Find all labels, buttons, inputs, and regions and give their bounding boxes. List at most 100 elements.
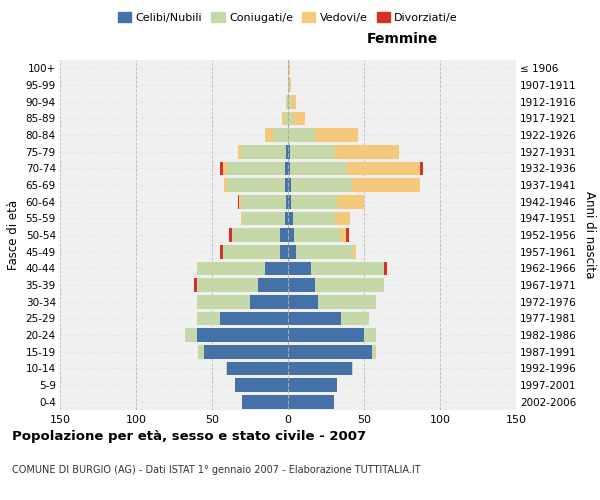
Bar bbox=[197, 312, 220, 325]
Bar bbox=[257, 278, 288, 292]
Bar bbox=[352, 362, 353, 375]
Bar bbox=[282, 112, 285, 125]
Bar bbox=[220, 312, 288, 325]
Bar bbox=[229, 228, 232, 242]
Bar bbox=[285, 112, 288, 125]
Bar bbox=[288, 295, 319, 308]
Bar bbox=[286, 145, 288, 158]
Bar bbox=[280, 245, 288, 258]
Bar bbox=[316, 128, 358, 142]
Bar bbox=[311, 262, 384, 275]
Bar bbox=[223, 162, 227, 175]
Bar bbox=[286, 95, 288, 108]
Bar bbox=[288, 162, 290, 175]
Bar bbox=[296, 245, 353, 258]
Bar bbox=[265, 128, 273, 142]
Bar bbox=[220, 245, 223, 258]
Bar bbox=[232, 228, 280, 242]
Bar bbox=[288, 128, 316, 142]
Bar bbox=[288, 62, 290, 75]
Bar bbox=[290, 145, 335, 158]
Bar bbox=[364, 328, 376, 342]
Bar bbox=[337, 195, 364, 208]
Bar bbox=[316, 278, 384, 292]
Bar bbox=[319, 295, 376, 308]
Bar bbox=[288, 195, 291, 208]
Bar bbox=[250, 295, 288, 308]
Bar bbox=[335, 212, 350, 225]
Bar bbox=[288, 362, 352, 375]
Bar bbox=[288, 378, 337, 392]
Bar bbox=[353, 245, 356, 258]
Bar bbox=[288, 145, 290, 158]
Bar bbox=[288, 228, 294, 242]
Bar bbox=[291, 95, 296, 108]
Bar bbox=[291, 178, 352, 192]
Bar bbox=[384, 262, 387, 275]
Legend: Celibi/Nubili, Coniugati/e, Vedovi/e, Divorziati/e: Celibi/Nubili, Coniugati/e, Vedovi/e, Di… bbox=[113, 8, 463, 28]
Bar bbox=[288, 95, 291, 108]
Bar bbox=[223, 245, 280, 258]
Bar bbox=[227, 178, 285, 192]
Text: Popolazione per età, sesso e stato civile - 2007: Popolazione per età, sesso e stato civil… bbox=[12, 430, 366, 443]
Bar bbox=[242, 212, 285, 225]
Bar bbox=[273, 128, 288, 142]
Bar bbox=[286, 195, 288, 208]
Bar bbox=[288, 245, 296, 258]
Bar bbox=[241, 195, 286, 208]
Bar bbox=[220, 162, 223, 175]
Bar bbox=[205, 345, 288, 358]
Bar bbox=[288, 278, 316, 292]
Bar bbox=[235, 378, 288, 392]
Bar bbox=[420, 162, 423, 175]
Bar bbox=[288, 78, 290, 92]
Bar bbox=[280, 228, 288, 242]
Bar bbox=[290, 162, 347, 175]
Bar bbox=[288, 112, 293, 125]
Bar bbox=[241, 145, 286, 158]
Bar bbox=[346, 228, 349, 242]
Bar bbox=[288, 178, 291, 192]
Bar bbox=[285, 178, 288, 192]
Bar bbox=[288, 212, 293, 225]
Text: Femmine: Femmine bbox=[367, 32, 437, 46]
Bar bbox=[288, 345, 371, 358]
Bar bbox=[335, 145, 399, 158]
Bar bbox=[224, 178, 227, 192]
Bar bbox=[341, 312, 368, 325]
Bar bbox=[288, 328, 364, 342]
Bar bbox=[340, 228, 346, 242]
Bar bbox=[238, 195, 239, 208]
Bar bbox=[288, 395, 334, 408]
Bar bbox=[293, 112, 305, 125]
Text: COMUNE DI BURGIO (AG) - Dati ISTAT 1° gennaio 2007 - Elaborazione TUTTITALIA.IT: COMUNE DI BURGIO (AG) - Dati ISTAT 1° ge… bbox=[12, 465, 421, 475]
Bar bbox=[371, 345, 376, 358]
Bar bbox=[197, 328, 288, 342]
Bar bbox=[288, 262, 311, 275]
Bar bbox=[227, 362, 288, 375]
Bar bbox=[194, 278, 197, 292]
Bar bbox=[185, 328, 197, 342]
Y-axis label: Anni di nascita: Anni di nascita bbox=[583, 192, 596, 278]
Bar bbox=[226, 362, 227, 375]
Bar bbox=[293, 212, 335, 225]
Bar bbox=[197, 295, 250, 308]
Bar bbox=[239, 195, 241, 208]
Bar bbox=[197, 262, 265, 275]
Bar bbox=[294, 228, 340, 242]
Bar bbox=[238, 145, 241, 158]
Bar bbox=[288, 312, 341, 325]
Bar bbox=[199, 345, 205, 358]
Bar bbox=[290, 78, 291, 92]
Bar bbox=[227, 162, 285, 175]
Bar bbox=[347, 162, 420, 175]
Bar bbox=[265, 262, 288, 275]
Bar bbox=[291, 195, 337, 208]
Bar bbox=[285, 212, 288, 225]
Bar bbox=[285, 162, 288, 175]
Bar bbox=[242, 395, 288, 408]
Bar bbox=[352, 178, 420, 192]
Bar bbox=[241, 212, 242, 225]
Bar bbox=[197, 278, 257, 292]
Y-axis label: Fasce di età: Fasce di età bbox=[7, 200, 20, 270]
